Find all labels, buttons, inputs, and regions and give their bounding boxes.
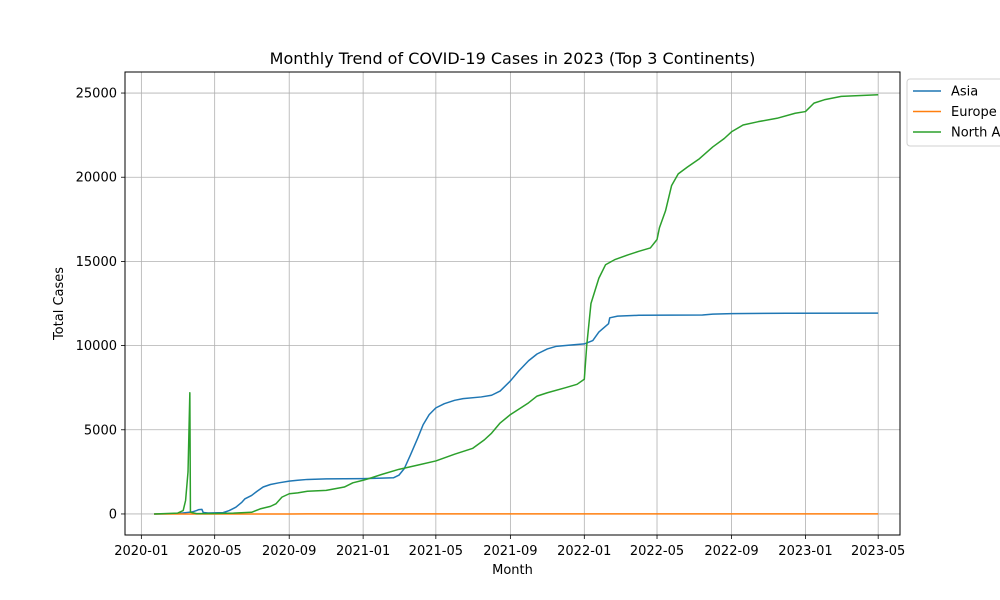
x-axis-title: Month (492, 563, 533, 578)
x-tick-label: 2022-05 (630, 544, 684, 559)
y-axis-title: Total Cases (52, 267, 67, 341)
legend-label-europe: Europe (951, 105, 997, 120)
x-tick-label: 2020-05 (188, 544, 242, 559)
y-tick-label: 0 (109, 507, 117, 522)
legend-label-north-america: North America (951, 126, 1000, 141)
x-tick-label: 2023-05 (851, 544, 905, 559)
series-lines (154, 93, 879, 515)
x-tick-label: 2022-09 (704, 544, 758, 559)
series-line-asia (154, 312, 879, 515)
x-tick-label: 2021-05 (409, 544, 463, 559)
y-tick-label: 10000 (76, 339, 117, 354)
x-tick-label: 2021-01 (336, 544, 390, 559)
y-tick-label: 15000 (76, 255, 117, 270)
x-tick-label: 2022-01 (557, 544, 611, 559)
series-line-north-america (154, 93, 879, 515)
y-tick-label: 25000 (76, 87, 117, 102)
chart-title: Monthly Trend of COVID-19 Cases in 2023 … (270, 49, 756, 68)
x-tick-label: 2020-01 (114, 544, 168, 559)
x-tick-label: 2023-01 (778, 544, 832, 559)
legend: Asia Europe North America (906, 78, 1000, 147)
legend-label-asia: Asia (951, 85, 978, 100)
x-tick-label: 2021-09 (483, 544, 537, 559)
x-tick-label: 2020-09 (262, 544, 316, 559)
x-axis: 2020-01 2020-05 2020-09 2021-01 2021-05 2021-… (114, 535, 905, 559)
y-axis: 0 5000 10000 15000 20000 25000 (76, 87, 125, 522)
y-tick-label: 5000 (84, 423, 117, 438)
grid (125, 72, 900, 535)
plot-frame (124, 71, 901, 536)
legend-box (906, 78, 1000, 147)
y-tick-label: 20000 (76, 171, 117, 186)
